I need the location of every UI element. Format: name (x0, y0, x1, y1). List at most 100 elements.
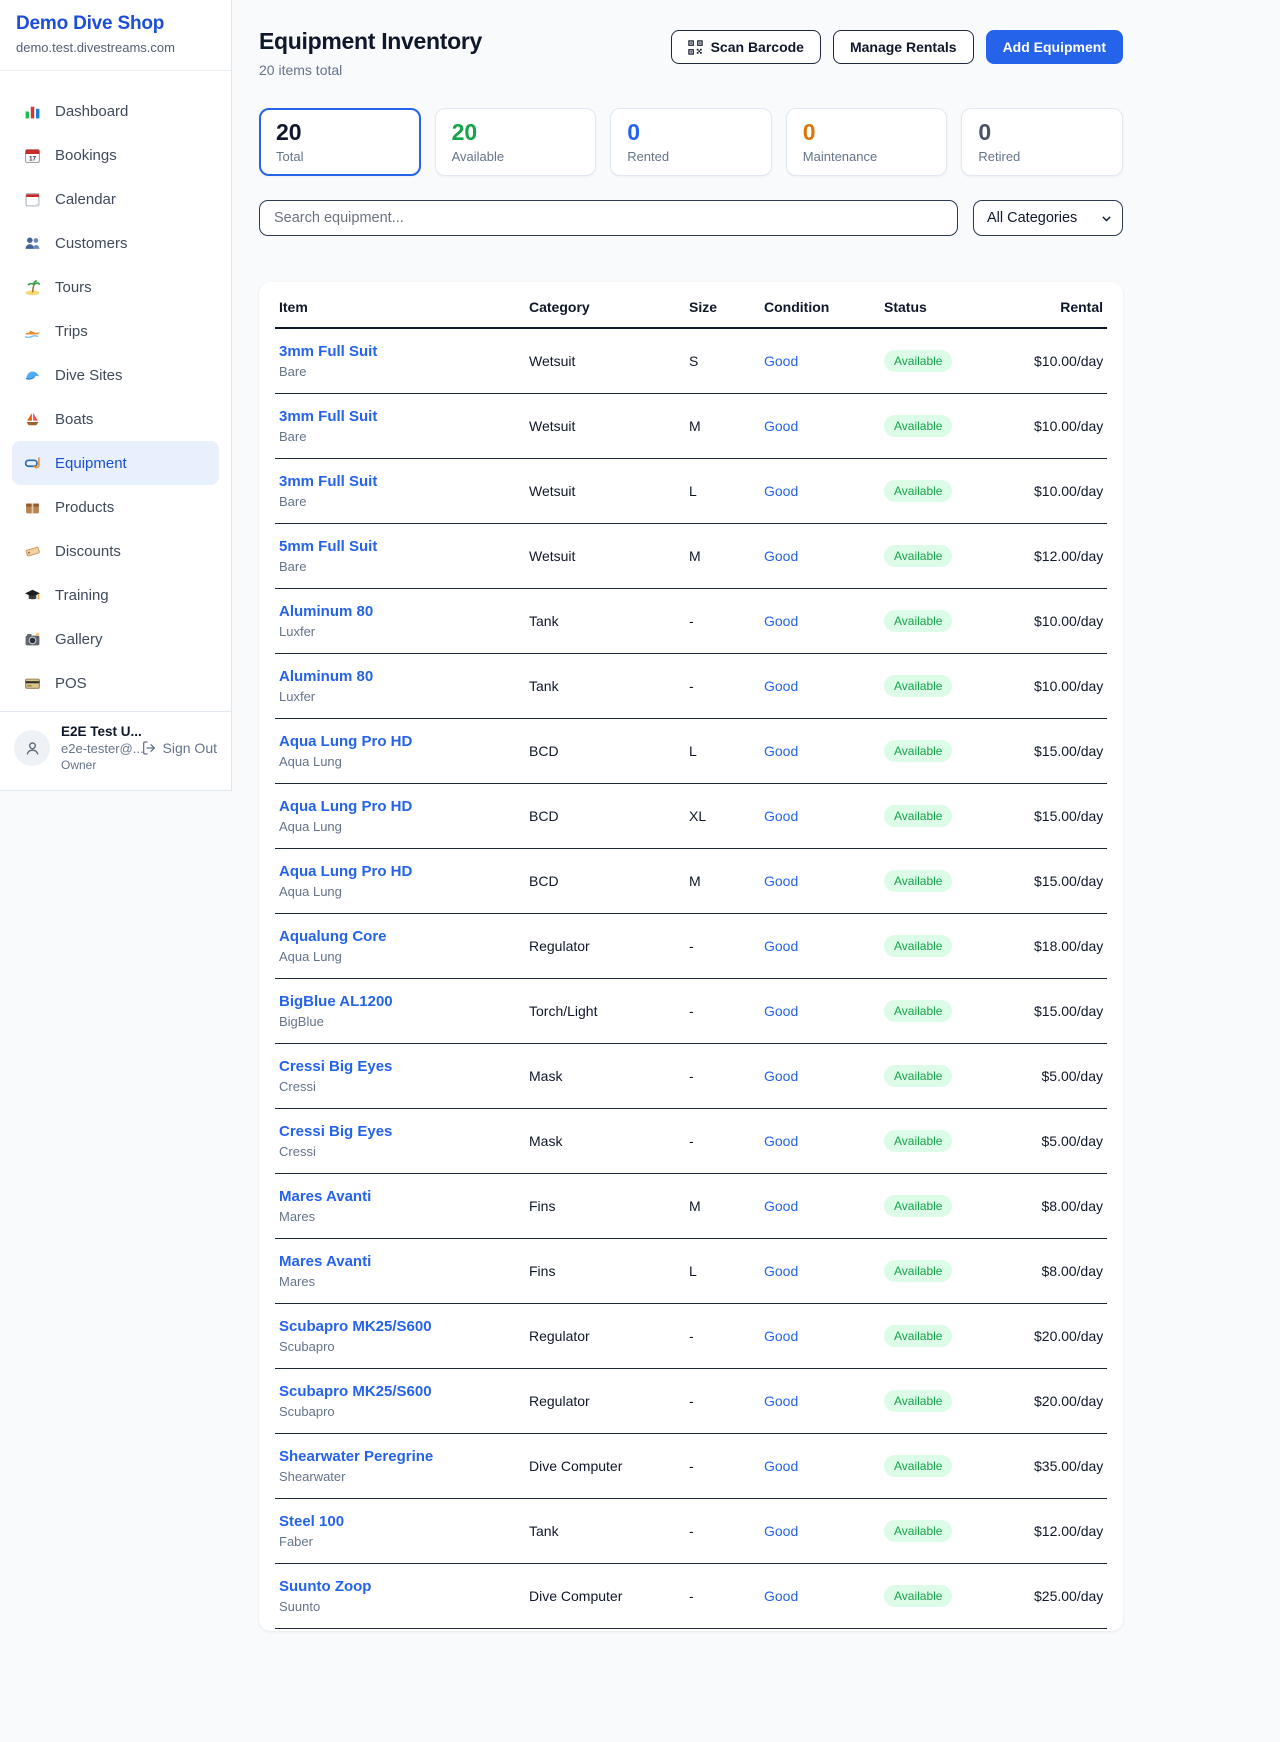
condition-link[interactable]: Good (764, 1003, 799, 1019)
item-link[interactable]: 3mm Full Suit (279, 408, 378, 425)
condition-link[interactable]: Good (764, 353, 799, 369)
condition-link[interactable]: Good (764, 1263, 799, 1279)
sidebar-item-gallery[interactable]: Gallery (12, 617, 219, 661)
add-equipment-button[interactable]: Add Equipment (985, 30, 1123, 64)
sidebar-item-label: Tours (55, 278, 92, 296)
sidebar-item-products[interactable]: Products (12, 485, 219, 529)
sidebar-item-label: Training (55, 586, 109, 604)
stat-card-maintenance[interactable]: 0 Maintenance (785, 108, 948, 176)
table-row: 5mm Full Suit Bare Wetsuit M Good Availa… (275, 523, 1107, 589)
condition-link[interactable]: Good (764, 1588, 799, 1604)
sidebar-item-dive-sites[interactable]: Dive Sites (12, 353, 219, 397)
item-link[interactable]: Aqua Lung Pro HD (279, 863, 413, 880)
item-link[interactable]: Scubapro MK25/S600 (279, 1383, 432, 1400)
condition-link[interactable]: Good (764, 1198, 799, 1214)
item-link[interactable]: 3mm Full Suit (279, 473, 378, 490)
condition-link[interactable]: Good (764, 678, 799, 694)
item-link[interactable]: Suunto Zoop (279, 1578, 372, 1595)
sidebar-item-boats[interactable]: Boats (12, 397, 219, 441)
sidebar-item-bookings[interactable]: 17 Bookings (12, 133, 219, 177)
cell-category: Fins (525, 1238, 685, 1304)
item-link[interactable]: Aluminum 80 (279, 603, 374, 620)
stat-card-retired[interactable]: 0 Retired (961, 108, 1123, 176)
condition-link[interactable]: Good (764, 1133, 799, 1149)
item-link[interactable]: Aqua Lung Pro HD (279, 798, 413, 815)
item-link[interactable]: Cressi Big Eyes (279, 1123, 393, 1140)
condition-link[interactable]: Good (764, 938, 799, 954)
item-link[interactable]: Shearwater Peregrine (279, 1448, 434, 1465)
sidebar-item-equipment[interactable]: Equipment (12, 441, 219, 485)
scan-barcode-button[interactable]: Scan Barcode (670, 30, 821, 64)
item-link[interactable]: BigBlue AL1200 (279, 993, 393, 1010)
condition-link[interactable]: Good (764, 743, 799, 759)
condition-link[interactable]: Good (764, 1458, 799, 1474)
item-link[interactable]: Aqua Lung Pro HD (279, 733, 413, 750)
item-link[interactable]: Steel 100 (279, 1513, 345, 1530)
sidebar-item-label: POS (55, 674, 87, 692)
cell-rental: $10.00/day (1030, 328, 1107, 394)
sign-out-button[interactable]: Sign Out (141, 740, 217, 756)
sidebar-item-calendar[interactable]: Calendar (12, 177, 219, 221)
column-header-size: Size (685, 284, 760, 329)
sidebar-item-training[interactable]: Training (12, 573, 219, 617)
item-brand: Aqua Lung (279, 949, 342, 964)
item-link[interactable]: Mares Avanti (279, 1188, 372, 1205)
category-select[interactable]: All Categories (973, 200, 1123, 236)
condition-link[interactable]: Good (764, 1523, 799, 1539)
item-link[interactable]: 3mm Full Suit (279, 343, 378, 360)
condition-link[interactable]: Good (764, 613, 799, 629)
table-header-row: Item Category Size Condition Status Rent… (275, 284, 1107, 329)
cell-size: - (685, 978, 760, 1044)
stat-card-available[interactable]: 20 Available (434, 108, 597, 176)
status-badge: Available (884, 1455, 953, 1477)
condition-link[interactable]: Good (764, 1393, 799, 1409)
cell-rental: $15.00/day (1030, 718, 1107, 784)
stat-card-rented[interactable]: 0 Rented (610, 108, 772, 176)
condition-link[interactable]: Good (764, 418, 799, 434)
column-header-rental: Rental (1030, 284, 1107, 329)
sidebar-item-pos[interactable]: POS (12, 661, 219, 705)
sidebar-item-dashboard[interactable]: Dashboard (12, 89, 219, 133)
shop-title: Demo Dive Shop (16, 13, 165, 34)
item-brand: Shearwater (279, 1469, 346, 1484)
item-link[interactable]: Aqualung Core (279, 928, 387, 945)
table-row: Aluminum 80 Luxfer Tank - Good Available… (275, 588, 1107, 654)
sidebar-item-label: Boats (55, 410, 94, 428)
item-link[interactable]: Aluminum 80 (279, 668, 374, 685)
condition-link[interactable]: Good (764, 808, 799, 824)
status-badge: Available (884, 350, 953, 372)
sidebar-item-trips[interactable]: Trips (12, 309, 219, 353)
cell-rental: $15.00/day (1030, 848, 1107, 914)
item-link[interactable]: 5mm Full Suit (279, 538, 378, 555)
item-brand: Bare (279, 559, 307, 574)
condition-link[interactable]: Good (764, 548, 799, 564)
status-badge: Available (884, 415, 953, 437)
cell-size: L (685, 458, 760, 524)
item-brand: Aqua Lung (279, 884, 342, 899)
item-link[interactable]: Scubapro MK25/S600 (279, 1318, 432, 1335)
cell-size: M (685, 393, 760, 459)
condition-link[interactable]: Good (764, 1328, 799, 1344)
cell-size: - (685, 653, 760, 719)
cell-category: Mask (525, 1108, 685, 1174)
cell-size: L (685, 1238, 760, 1304)
condition-link[interactable]: Good (764, 483, 799, 499)
cell-rental: $10.00/day (1030, 653, 1107, 719)
sidebar-item-tours[interactable]: Tours (12, 265, 219, 309)
condition-link[interactable]: Good (764, 1068, 799, 1084)
logout-icon (142, 741, 155, 755)
item-link[interactable]: Cressi Big Eyes (279, 1058, 393, 1075)
sidebar-item-customers[interactable]: Customers (12, 221, 219, 265)
search-input[interactable] (259, 200, 958, 236)
manage-rentals-button[interactable]: Manage Rentals (832, 30, 974, 64)
items-total: 20 items total (259, 62, 343, 78)
cell-rental: $10.00/day (1030, 458, 1107, 524)
sidebar-item-discounts[interactable]: Discounts (12, 529, 219, 573)
stat-card-total[interactable]: 20 Total (259, 108, 421, 176)
sailboat-icon (24, 411, 41, 428)
item-brand: Bare (279, 364, 307, 379)
table-row: Aqua Lung Pro HD Aqua Lung BCD M Good Av… (275, 848, 1107, 914)
condition-link[interactable]: Good (764, 873, 799, 889)
cell-size: - (685, 913, 760, 979)
item-link[interactable]: Mares Avanti (279, 1253, 372, 1270)
